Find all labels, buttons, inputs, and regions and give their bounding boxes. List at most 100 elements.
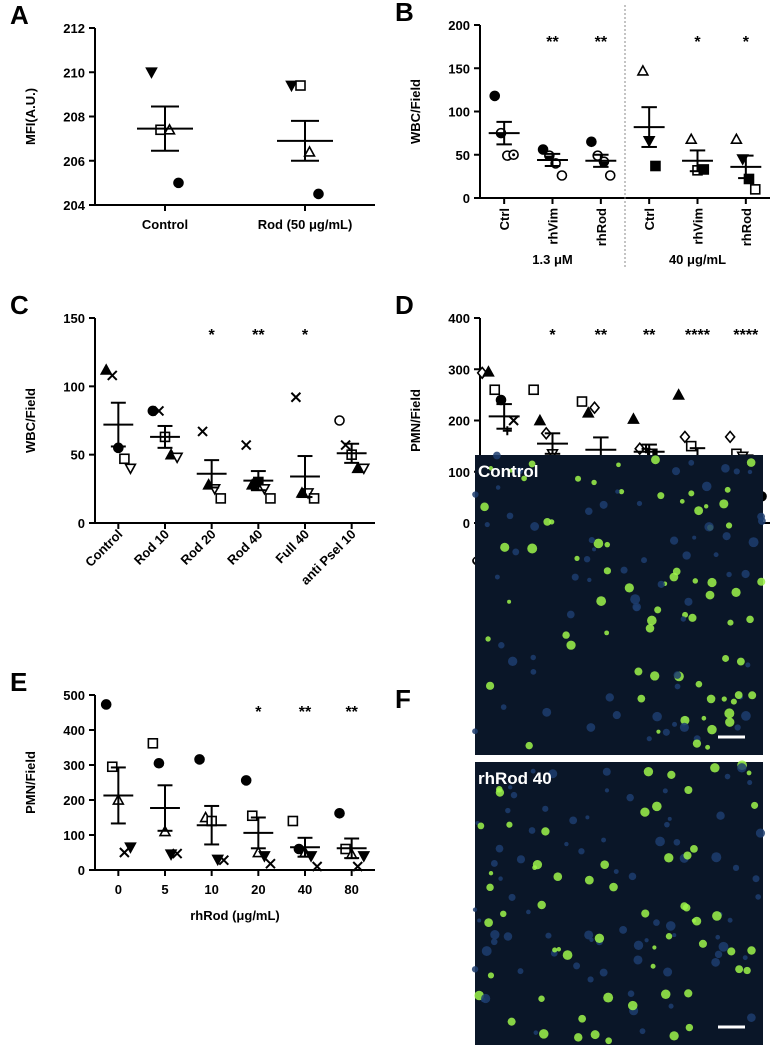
significance: ****	[685, 327, 711, 344]
data-point	[107, 370, 118, 381]
cell	[748, 537, 759, 548]
y-axis-label: PMN/Field	[408, 389, 423, 452]
x-tick-label: 0	[115, 882, 122, 897]
cell	[480, 502, 489, 512]
data-point	[194, 754, 205, 765]
cell	[747, 946, 756, 955]
cell	[498, 642, 505, 649]
data-point	[265, 858, 276, 869]
cell	[591, 479, 597, 486]
x-tick-label: rhRod	[594, 208, 609, 246]
data-point	[218, 854, 230, 866]
cell	[680, 616, 687, 622]
cell	[724, 773, 731, 780]
cell	[727, 947, 736, 956]
data-point	[164, 849, 178, 861]
data-point	[589, 401, 601, 415]
panel-letter: A	[10, 0, 29, 30]
cell	[516, 855, 526, 864]
cell	[757, 577, 766, 586]
significance: **	[595, 327, 608, 344]
cell	[644, 938, 649, 943]
cell	[662, 728, 670, 736]
x-tick-label: 40	[298, 882, 312, 897]
x-tick-label: 5	[161, 882, 168, 897]
cell	[594, 933, 605, 943]
cell	[688, 613, 697, 622]
cell	[667, 816, 672, 821]
cell	[724, 486, 731, 493]
cell	[472, 728, 478, 735]
cell	[627, 990, 635, 998]
data-point	[145, 67, 158, 79]
cell	[714, 950, 723, 959]
significance: **	[546, 34, 559, 51]
cell	[533, 1030, 539, 1035]
data-point	[357, 463, 371, 475]
cell	[566, 640, 576, 650]
x-tick-label: rhVim	[691, 208, 706, 245]
cell	[657, 492, 665, 500]
cell	[684, 785, 693, 795]
cell	[588, 536, 595, 544]
significance: *	[209, 327, 216, 344]
y-tick-label: 206	[63, 154, 85, 169]
y-tick-label: 150	[448, 61, 470, 76]
cell	[584, 875, 594, 885]
data-point	[581, 406, 595, 418]
x-tick-label: 10	[204, 882, 218, 897]
cell	[683, 851, 692, 860]
cell	[477, 918, 482, 923]
cell	[757, 512, 766, 521]
cell	[528, 827, 536, 834]
cell	[604, 788, 610, 793]
significance: *	[255, 704, 262, 721]
cell	[671, 467, 681, 476]
cell	[715, 934, 721, 940]
data-point	[285, 80, 298, 93]
x-tick-label: Rod (50 μg/mL)	[258, 217, 353, 232]
data-point	[147, 405, 159, 417]
cell	[487, 972, 495, 979]
cell	[507, 599, 512, 604]
data-point	[240, 775, 252, 786]
data-point	[155, 124, 166, 136]
cell	[486, 883, 494, 892]
cell	[663, 967, 673, 977]
cell	[632, 602, 641, 612]
group-label: 40 μg/mL	[669, 252, 726, 267]
cell	[701, 715, 707, 721]
cell	[564, 841, 569, 847]
data-point	[576, 396, 588, 407]
cell	[684, 989, 693, 998]
data-point	[173, 177, 184, 189]
cell	[552, 947, 558, 953]
cell	[684, 597, 693, 606]
cell	[692, 739, 702, 748]
cell	[541, 827, 550, 836]
data-point	[100, 699, 112, 710]
cell	[672, 567, 681, 576]
cell	[656, 729, 661, 734]
cell	[609, 882, 618, 892]
cell	[573, 962, 581, 970]
cell	[525, 741, 533, 750]
cell	[695, 680, 703, 688]
data-point	[287, 815, 299, 827]
y-tick-label: 0	[78, 516, 85, 531]
cell	[613, 869, 619, 875]
cell	[703, 504, 709, 509]
cell	[685, 1023, 694, 1032]
data-point	[489, 90, 501, 102]
data-point	[334, 807, 345, 819]
cell	[707, 577, 717, 588]
cell	[650, 963, 656, 969]
cell	[734, 691, 743, 699]
cell	[726, 571, 732, 578]
cell	[506, 821, 513, 828]
data-point	[352, 861, 363, 872]
cell	[545, 932, 552, 939]
cell	[575, 475, 582, 482]
cell	[503, 932, 513, 941]
